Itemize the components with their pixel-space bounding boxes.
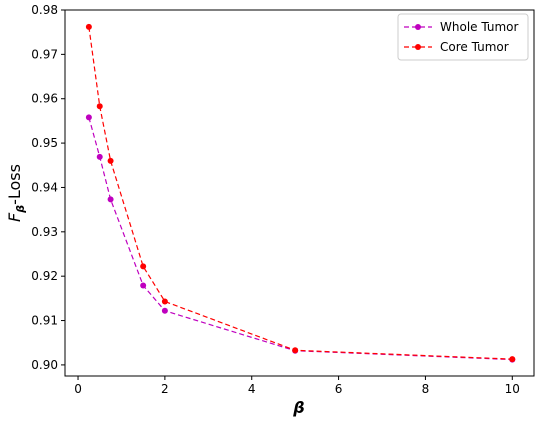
x-axis-title: β: [292, 398, 304, 417]
y-tick-label: 0.93: [31, 225, 58, 239]
data-point-whole-tumor: [107, 196, 114, 203]
data-point-whole-tumor: [161, 307, 168, 314]
plot-area-frame: [64, 9, 535, 377]
data-point-core-tumor: [107, 157, 114, 164]
x-axis-ticks: 0 2 4 6 8 10: [74, 376, 520, 396]
data-point-whole-tumor: [96, 153, 103, 160]
data-point-core-tumor: [140, 263, 147, 270]
y-tick-label: 0.98: [31, 3, 58, 17]
data-point-core-tumor: [509, 356, 516, 363]
legend-label-core-tumor: Core Tumor: [440, 40, 509, 54]
data-point-core-tumor: [96, 103, 103, 110]
x-tick-label: 2: [161, 382, 169, 396]
legend-marker-core-tumor: [415, 44, 421, 50]
y-tick-label: 0.91: [31, 314, 58, 328]
x-tick-label: 4: [248, 382, 256, 396]
y-tick-label: 0.95: [31, 136, 58, 150]
x-tick-label: 0: [74, 382, 82, 396]
x-tick-label: 8: [422, 382, 430, 396]
y-tick-label: 0.97: [31, 47, 58, 61]
data-point-core-tumor: [292, 347, 299, 354]
data-point-whole-tumor: [85, 114, 92, 121]
data-point-whole-tumor: [140, 282, 147, 289]
y-axis-title: Fβ-Loss: [5, 164, 27, 222]
y-tick-label: 0.90: [31, 358, 58, 372]
legend: Whole Tumor Core Tumor: [397, 13, 529, 61]
y-tick-label: 0.94: [31, 180, 58, 194]
y-axis-title-main: F: [5, 212, 24, 222]
x-tick-label: 6: [335, 382, 343, 396]
y-tick-label: 0.96: [31, 92, 58, 106]
legend-marker-whole-tumor: [415, 24, 421, 30]
x-tick-label: 10: [505, 382, 520, 396]
y-axis-ticks: 0.90 0.91 0.92 0.93 0.94 0.95 0.96 0.97 0.98: [31, 3, 65, 372]
legend-box: [397, 13, 529, 61]
series-line-whole-tumor: [88, 117, 513, 361]
y-axis-title-rest: -Loss: [5, 164, 24, 205]
series-layer: [85, 23, 516, 363]
legend-label-whole-tumor: Whole Tumor: [440, 20, 518, 34]
data-point-core-tumor: [85, 23, 92, 30]
y-tick-label: 0.92: [31, 269, 58, 283]
y-axis-title-subscript: β: [14, 205, 27, 214]
data-point-core-tumor: [161, 298, 168, 305]
series-line-core-tumor: [88, 26, 513, 360]
